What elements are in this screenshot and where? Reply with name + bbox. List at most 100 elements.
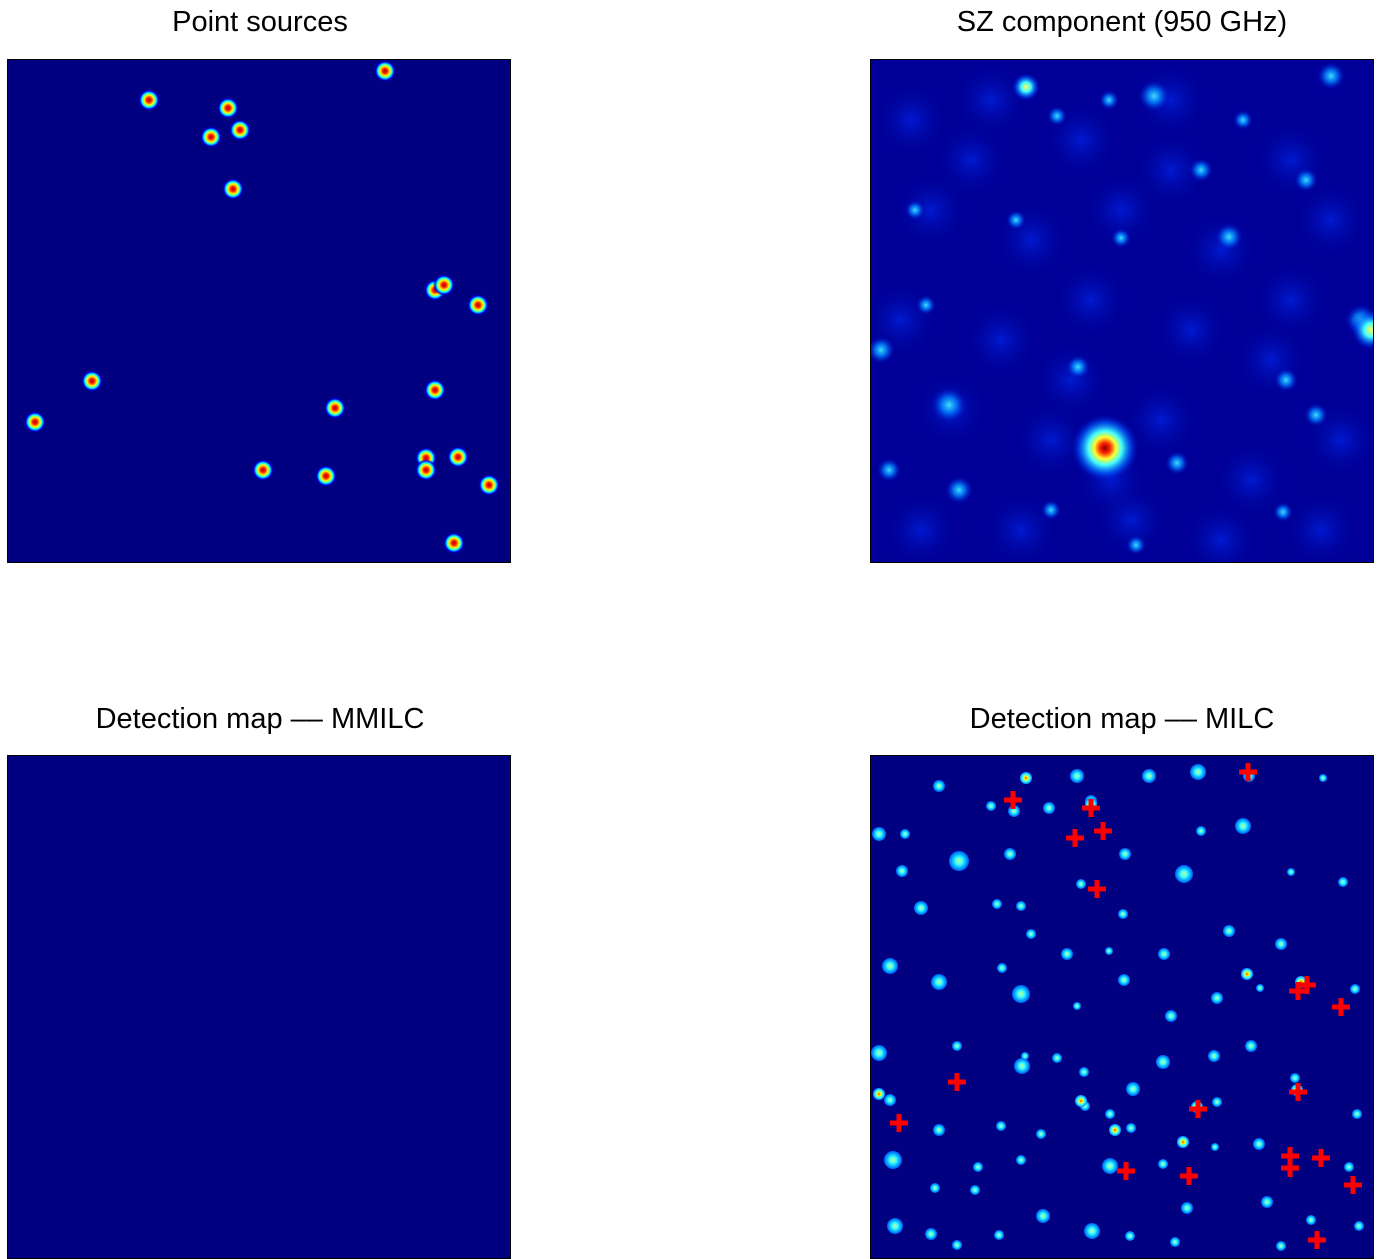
sz-cluster-blob — [1273, 502, 1293, 522]
point-source-blob — [81, 370, 103, 392]
point-source-blob — [424, 379, 446, 401]
detection-marker-icon — [1281, 1159, 1299, 1177]
milc-candidate-blob — [1208, 1050, 1220, 1062]
milc-candidate-blob — [925, 1228, 937, 1240]
milc-candidate-blob — [884, 1094, 896, 1106]
sz-cluster-blob — [1006, 210, 1026, 230]
sz-component-map — [870, 59, 1374, 563]
milc-candidate-blob — [1196, 826, 1206, 836]
milc-candidate-blob — [970, 1185, 980, 1195]
detection-marker-icon — [1088, 880, 1106, 898]
sz-cluster-blob — [1111, 228, 1131, 248]
milc-candidate-blob — [952, 1240, 962, 1250]
sz-component-image — [871, 60, 1373, 562]
point-source-blob — [315, 465, 337, 487]
milc-candidate-bright — [1241, 968, 1253, 980]
milc-candidate-blob — [896, 865, 908, 877]
detection-map-milc — [870, 755, 1374, 1259]
sz-cluster-blob — [1126, 535, 1146, 555]
milc-candidate-blob — [1118, 974, 1130, 986]
milc-candidate-blob — [1126, 1123, 1136, 1133]
milc-candidate-blob — [1354, 1221, 1364, 1231]
milc-candidate-blob — [1175, 865, 1193, 883]
sz-cluster-blob — [1233, 110, 1253, 130]
milc-candidate-blob — [986, 801, 996, 811]
milc-candidate-blob — [1165, 1010, 1177, 1022]
milc-candidate-blob — [1105, 1109, 1115, 1119]
milc-candidate-blob — [1142, 769, 1156, 783]
milc-candidate-bright — [873, 1088, 885, 1100]
milc-candidate-blob — [1306, 1215, 1316, 1225]
sz-cluster-blob — [916, 295, 936, 315]
milc-candidate-bright — [1109, 1124, 1121, 1136]
milc-candidate-blob — [1158, 1159, 1168, 1169]
milc-candidate-blob — [1026, 929, 1036, 939]
sz-cluster-blob — [1351, 310, 1373, 350]
detection-marker-icon — [1239, 763, 1257, 781]
point-source-blob — [447, 446, 469, 468]
milc-candidate-blob — [1211, 1143, 1219, 1151]
milc-candidate-blob — [973, 1162, 983, 1172]
milc-candidate-blob — [1170, 1237, 1180, 1247]
detection-marker-icon — [1189, 1100, 1207, 1118]
sz-cluster-blob — [1047, 106, 1067, 126]
detection-marker-icon — [1344, 1176, 1362, 1194]
milc-candidate-blob — [994, 1230, 1004, 1240]
milc-candidate-blob — [1261, 1196, 1273, 1208]
milc-candidate-blob — [1290, 1073, 1300, 1083]
milc-candidate-blob — [1014, 1058, 1030, 1074]
detection-marker-icon — [1082, 799, 1100, 817]
milc-candidate-blob — [1212, 1097, 1222, 1107]
detection-marker-icon — [1117, 1162, 1135, 1180]
sz-cluster-blob — [1138, 80, 1170, 112]
sz-cluster-blob — [1099, 90, 1119, 110]
detection-map-mmilc — [7, 755, 511, 1259]
point-source-blob — [467, 294, 489, 316]
sz-cluster-blob — [1304, 403, 1328, 427]
milc-candidate-blob — [1125, 1231, 1135, 1241]
milc-candidate-blob — [1036, 1129, 1046, 1139]
milc-candidate-blob — [1245, 1040, 1257, 1052]
milc-candidate-blob — [1079, 1067, 1089, 1077]
milc-candidate-bright — [1020, 772, 1032, 784]
milc-candidate-blob — [1118, 909, 1128, 919]
milc-candidate-blob — [996, 1121, 1006, 1131]
detection-marker-icon — [1332, 998, 1350, 1016]
milc-candidate-blob — [1344, 1162, 1354, 1172]
point-source-blob — [222, 178, 244, 200]
point-source-blob — [478, 474, 500, 496]
milc-candidate-blob — [872, 827, 886, 841]
sz-cluster-blob — [1294, 168, 1318, 192]
point-sources-map — [7, 59, 511, 563]
milc-candidate-blob — [1016, 901, 1026, 911]
detection-marker-icon — [1094, 822, 1112, 840]
milc-candidate-blob — [914, 901, 928, 915]
milc-candidate-blob — [900, 829, 910, 839]
milc-candidate-blob — [1156, 1055, 1170, 1069]
milc-candidate-blob — [1338, 877, 1348, 887]
point-source-blob — [433, 274, 455, 296]
sz-cluster-blob — [945, 476, 973, 504]
milc-candidate-blob — [1073, 1002, 1081, 1010]
milc-candidate-blob — [933, 1124, 945, 1136]
detection-marker-icon — [1066, 829, 1084, 847]
point-source-blob — [217, 97, 239, 119]
milc-candidate-blob — [1004, 848, 1016, 860]
milc-candidate-blob — [1084, 1223, 1100, 1239]
sz-cluster-blob — [877, 458, 901, 482]
milc-candidate-blob — [1319, 774, 1327, 782]
milc-candidate-blob — [1190, 764, 1206, 780]
point-source-blob — [200, 126, 222, 148]
detection-marker-icon — [1004, 791, 1022, 809]
milc-candidate-blob — [1119, 848, 1131, 860]
point-source-blob — [443, 532, 465, 554]
milc-candidate-blob — [933, 780, 945, 792]
detection-milc-image — [871, 763, 1364, 1251]
panel-title-detection-mmilc: Detection map –– MMILC — [95, 703, 425, 735]
panel-title-point-sources: Point sources — [172, 6, 348, 38]
sz-cluster-blob — [931, 387, 967, 423]
detection-marker-icon — [1281, 1147, 1299, 1165]
milc-candidate-blob — [1036, 1209, 1050, 1223]
point-source-blob — [324, 397, 346, 419]
panel-title-sz-component: SZ component (950 GHz) — [956, 6, 1288, 38]
